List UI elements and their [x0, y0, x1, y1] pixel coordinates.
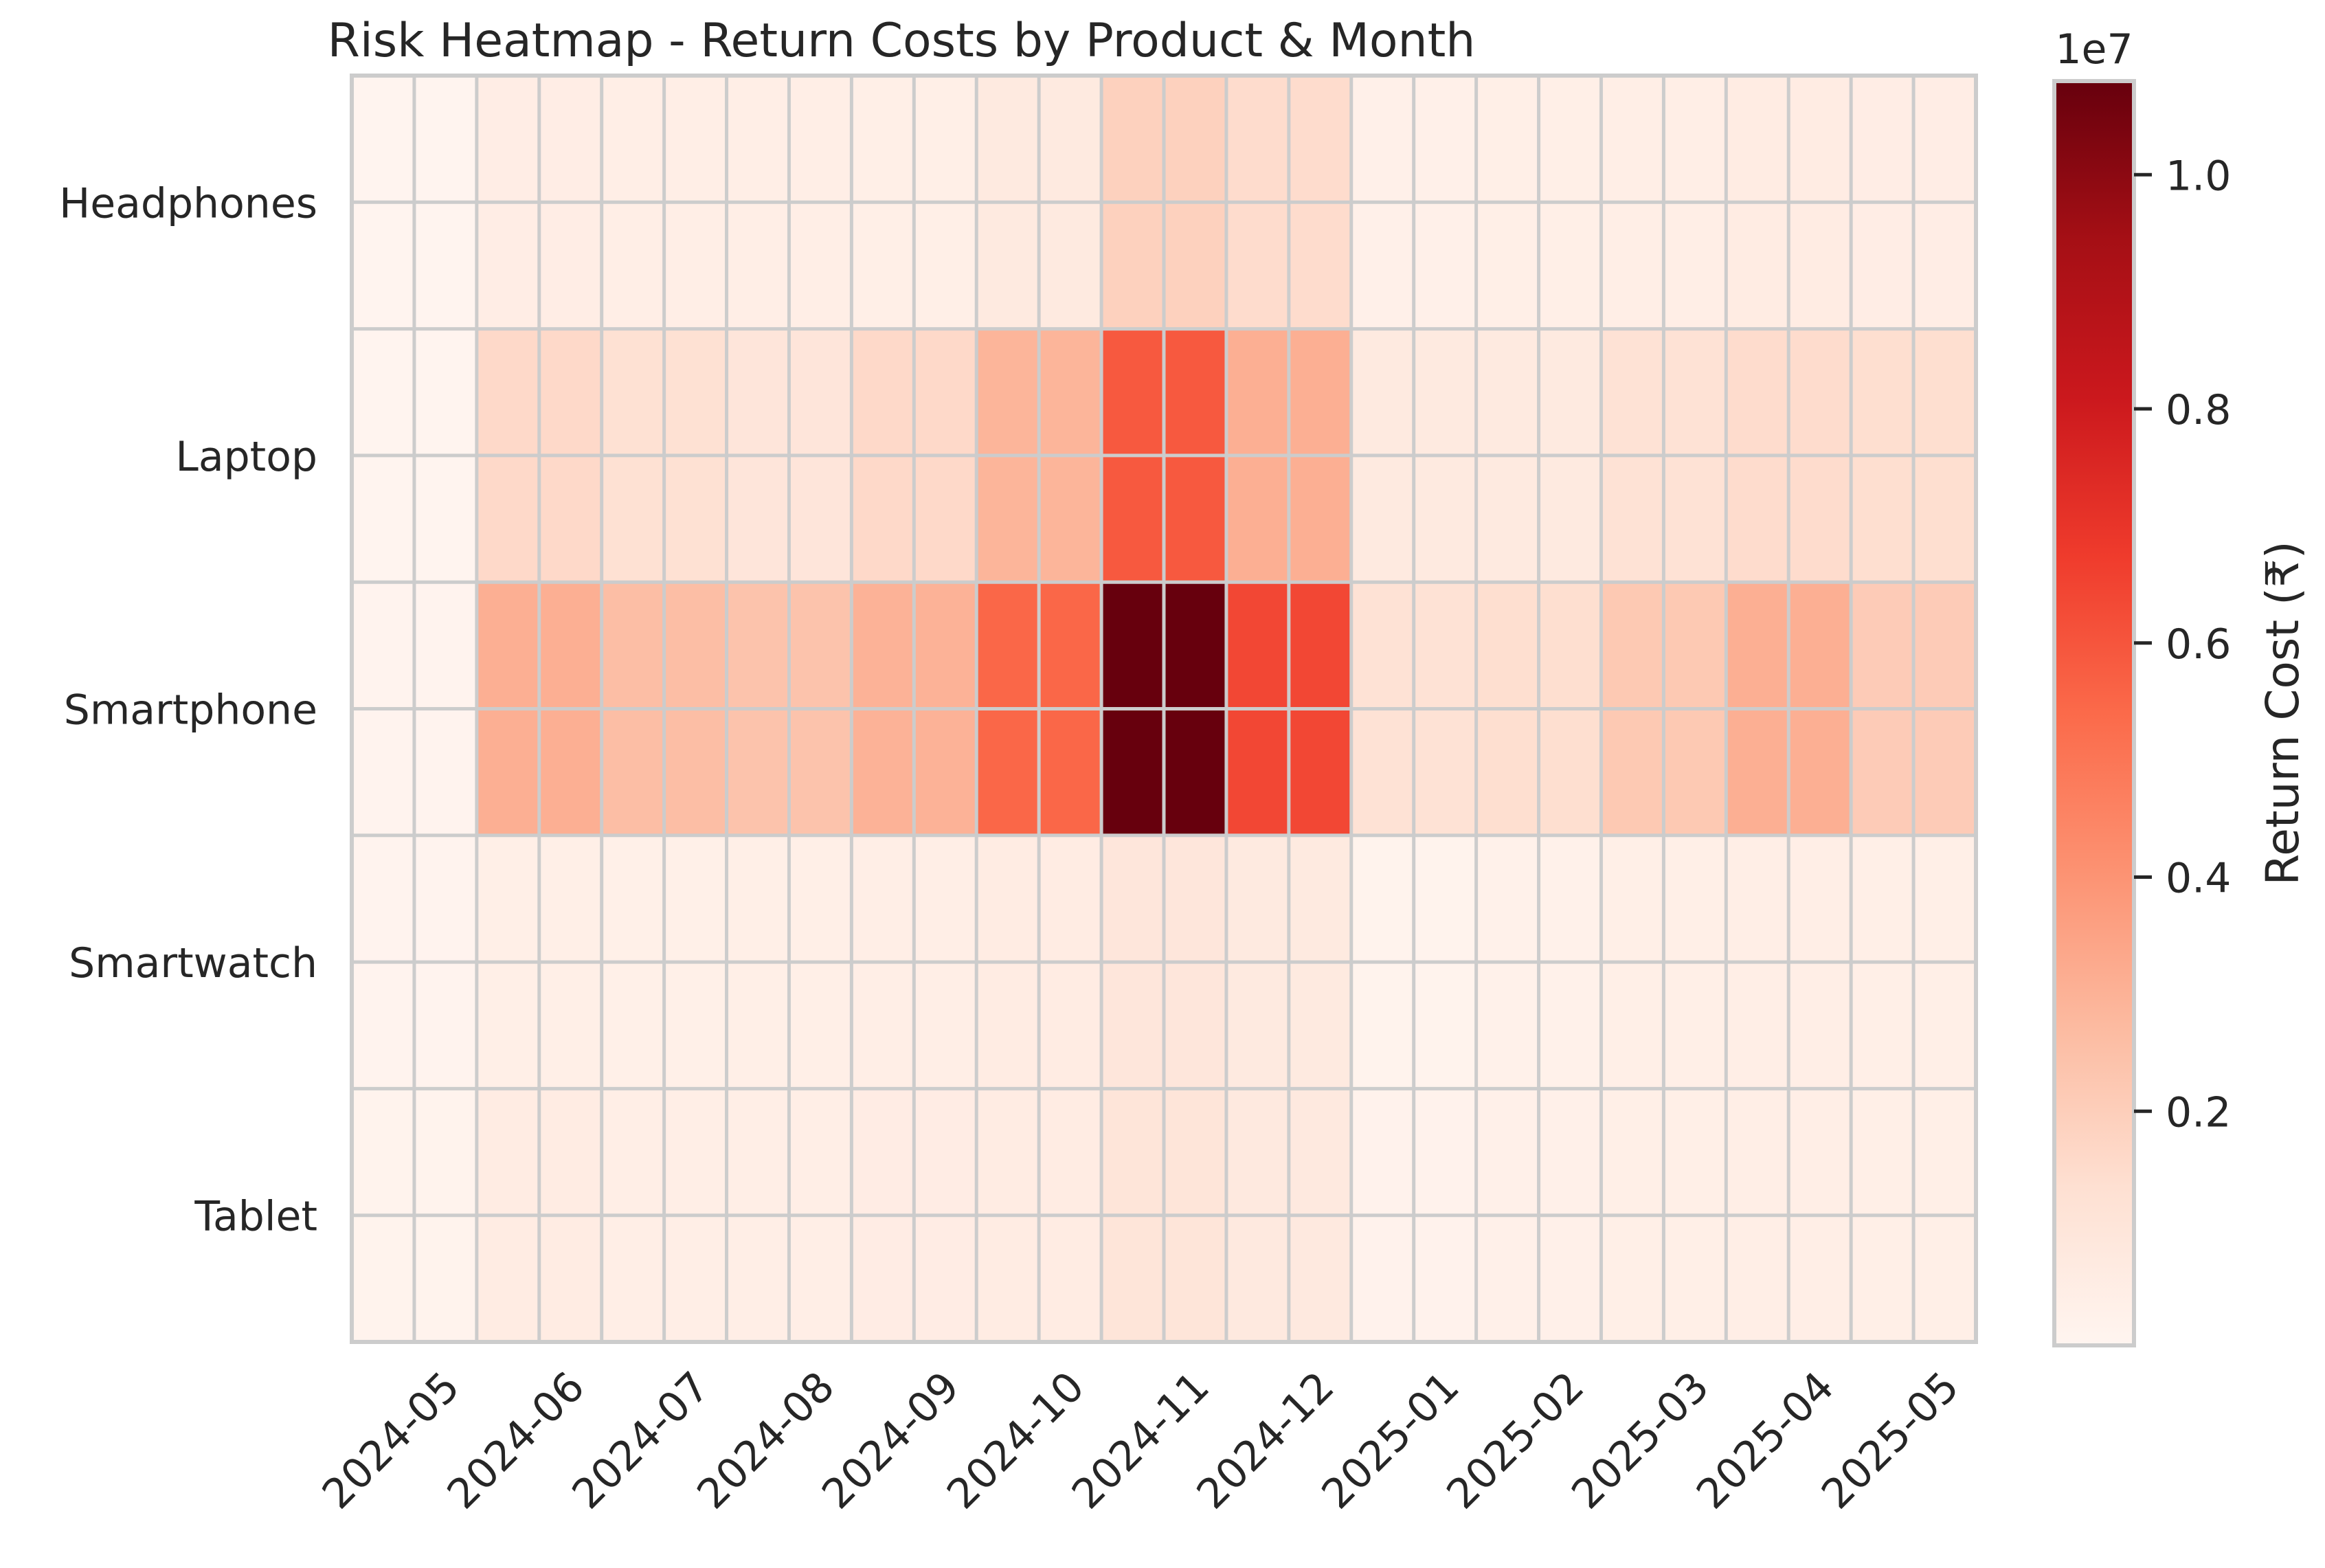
- column-label-2025-03: 2025-03: [1562, 1363, 1718, 1519]
- column-label-2024-06: 2024-06: [438, 1363, 594, 1519]
- colorbar-tick-label: 0.6: [2166, 620, 2231, 669]
- row-label-smartphone: Smartphone: [64, 686, 317, 735]
- column-label-2025-02: 2025-02: [1437, 1363, 1593, 1519]
- row-tick-labels: Headphones Laptop Smartphone Smartwatch Tabl…: [59, 179, 317, 1240]
- colorbar-tick-label: 0.4: [2166, 855, 2231, 903]
- plot-frame: [350, 74, 1978, 1344]
- column-label-2024-10: 2024-10: [938, 1363, 1094, 1519]
- column-label-2025-05: 2025-05: [1812, 1363, 1968, 1519]
- row-label-headphones: Headphones: [59, 179, 317, 227]
- chart-title: Risk Heatmap - Return Costs by Product &…: [328, 14, 1476, 68]
- colorbar-tick-label: 1.0: [2166, 152, 2231, 200]
- column-label-2024-08: 2024-08: [688, 1363, 844, 1519]
- column-label-2024-05: 2024-05: [313, 1363, 469, 1519]
- column-label-2024-11: 2024-11: [1063, 1363, 1219, 1519]
- colorbar-tick-label: 0.8: [2166, 386, 2231, 434]
- column-label-2024-12: 2024-12: [1188, 1363, 1344, 1519]
- colorbar-frame: [2052, 79, 2136, 1347]
- colorbar-offset-label: 1e7: [2055, 25, 2133, 74]
- colorbar: [2054, 81, 2134, 1345]
- column-label-2024-09: 2024-09: [813, 1363, 969, 1519]
- colorbar-tick-label: 0.2: [2166, 1088, 2231, 1136]
- column-label-2025-04: 2025-04: [1687, 1363, 1843, 1519]
- column-label-2025-01: 2025-01: [1313, 1363, 1469, 1519]
- column-label-2024-07: 2024-07: [563, 1363, 719, 1519]
- column-tick-labels: 2024-052024-062024-072024-082024-092024-…: [313, 1363, 1968, 1519]
- colorbar-axis-label: Return Cost (₹): [2256, 541, 2309, 885]
- row-label-smartwatch: Smartwatch: [69, 939, 317, 987]
- row-label-tablet: Tablet: [194, 1193, 317, 1241]
- colorbar-ticks: 0.2 0.4 0.6 0.8 1.0: [2134, 152, 2231, 1136]
- row-label-laptop: Laptop: [175, 433, 317, 481]
